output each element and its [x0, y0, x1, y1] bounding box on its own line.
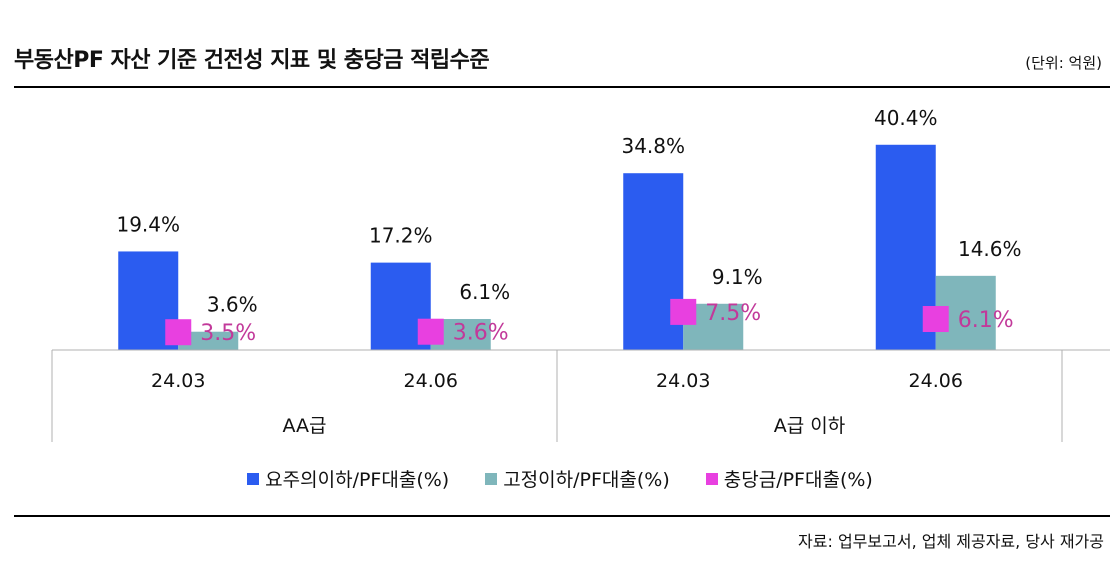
- data-label-series3-1: 3.6%: [453, 321, 509, 346]
- marker-series3-3: [922, 306, 949, 333]
- data-label-series2-0: 3.6%: [207, 293, 258, 317]
- bottom-rule: [14, 515, 1110, 517]
- data-label-series1-2: 34.8%: [621, 134, 685, 158]
- marker-series3-0: [165, 319, 192, 346]
- unit-label: (단위: 억원): [1025, 54, 1102, 72]
- legend-item-series3: 충당금/PF대출(%): [705, 465, 873, 492]
- legend: 요주의이하/PF대출(%) 고정이하/PF대출(%) 충당금/PF대출(%): [0, 465, 1120, 492]
- data-label-series3-2: 7.5%: [705, 301, 761, 326]
- source-note: 자료: 업무보고서, 업체 제공자료, 당사 재가공: [798, 532, 1104, 551]
- top-rule: [14, 86, 1110, 88]
- x-group-label-1: A급 이하: [774, 415, 845, 437]
- x-tick-label-0: 24.03: [151, 370, 205, 392]
- data-label-series2-2: 9.1%: [712, 265, 763, 289]
- marker-series3-1: [417, 318, 444, 345]
- legend-label-series2: 고정이하/PF대출(%): [503, 469, 670, 491]
- data-label-series1-3: 40.4%: [874, 106, 938, 130]
- chart-title: 부동산PF 자산 기준 건전성 지표 및 충당금 적립수준: [14, 48, 490, 73]
- data-label-series2-1: 6.1%: [459, 280, 510, 304]
- legend-item-series1: 요주의이하/PF대출(%): [247, 465, 449, 492]
- marker-series3-2: [670, 298, 697, 325]
- data-label-series3-0: 3.5%: [200, 321, 256, 346]
- legend-swatch-series3: [705, 472, 718, 485]
- data-label-series3-3: 6.1%: [958, 308, 1014, 333]
- x-group-label-0: AA급: [282, 415, 326, 437]
- chart-area: 19.4% 3.6% 3.5% 24.03 17.2% 6.1% 3.6% 24.06 34.8…: [51, 106, 1110, 442]
- legend-swatch-series1: [247, 472, 260, 485]
- legend-label-series1: 요주의이하/PF대출(%): [265, 469, 450, 491]
- data-label-series1-1: 17.2%: [369, 224, 433, 248]
- legend-item-series2: 고정이하/PF대출(%): [485, 465, 670, 492]
- x-tick-label-2: 24.03: [656, 370, 710, 392]
- x-tick-label-3: 24.06: [909, 370, 963, 392]
- legend-label-series3: 충당금/PF대출(%): [723, 469, 873, 491]
- data-label-series2-3: 14.6%: [958, 237, 1022, 261]
- x-tick-label-1: 24.06: [404, 370, 458, 392]
- data-label-series1-0: 19.4%: [116, 212, 180, 236]
- legend-swatch-series2: [485, 472, 498, 485]
- bar-series2-0: [178, 331, 239, 350]
